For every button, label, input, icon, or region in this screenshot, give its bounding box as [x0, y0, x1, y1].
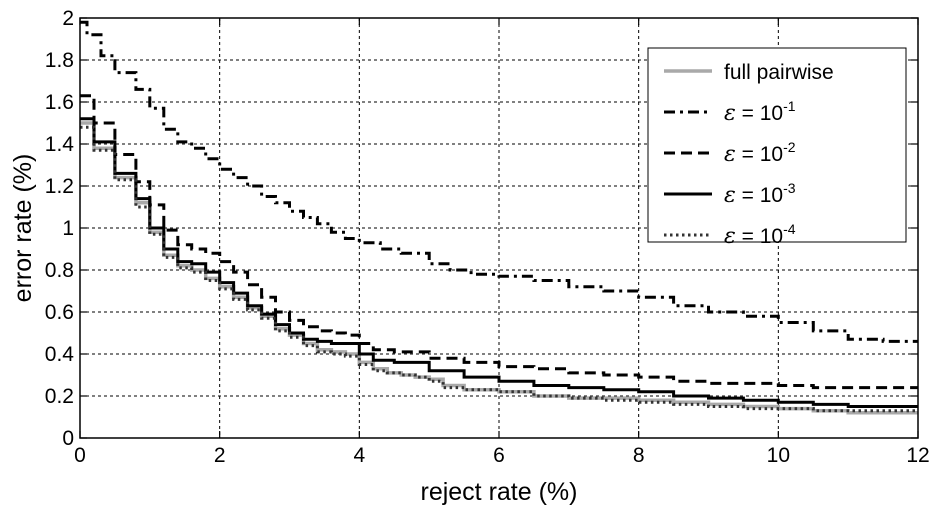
x-tick-labels: 0 2 4 6 8 10 12 — [74, 444, 930, 467]
series-line — [80, 20, 918, 343]
legend-box — [647, 47, 907, 243]
y-tick-label: 1 — [62, 217, 74, 240]
legend-text: = 10 — [736, 184, 783, 207]
legend-exponent: -1 — [783, 98, 796, 114]
y-tick-label: 0 — [62, 427, 74, 450]
legend-symbol: ε — [724, 101, 736, 126]
y-tick-label: 1.2 — [45, 175, 74, 198]
y-tick-label: 1.8 — [45, 49, 74, 72]
x-tick-label: 0 — [74, 444, 86, 467]
y-tick-labels: 0 0.2 0.4 0.6 0.8 1 1.2 1.4 1.6 1.8 2 — [45, 7, 75, 450]
legend-symbol: ε — [724, 224, 736, 249]
legend-exponent: -2 — [783, 139, 796, 155]
x-tick-label: 4 — [353, 444, 365, 467]
legend-exponent: -4 — [783, 221, 796, 237]
legend-label: ε = 10-4 — [724, 221, 796, 249]
x-tick-label: 8 — [633, 444, 645, 467]
legend-label: full pairwise — [724, 61, 834, 84]
x-tick-label: 12 — [906, 444, 929, 467]
x-tick-label: 6 — [493, 444, 505, 467]
legend-symbol: ε — [724, 142, 736, 167]
legend-text: = 10 — [736, 225, 783, 248]
series-line — [80, 117, 918, 408]
y-tick-label: 1.6 — [45, 91, 74, 114]
y-tick-label: 2 — [62, 7, 74, 30]
x-tick-label: 2 — [214, 444, 226, 467]
legend-label: ε = 10-2 — [724, 139, 796, 167]
legend-text: = 10 — [736, 143, 783, 166]
x-tick-label: 10 — [767, 444, 790, 467]
x-axis-label: reject rate (%) — [421, 478, 578, 506]
legend-exponent: -3 — [783, 180, 796, 196]
y-tick-label: 0.2 — [45, 385, 74, 408]
y-tick-label: 0.8 — [45, 259, 74, 282]
legend-label: ε = 10-3 — [724, 180, 796, 208]
y-tick-label: 0.6 — [45, 301, 74, 324]
y-tick-label: 0.4 — [45, 343, 75, 366]
series-layer — [80, 20, 918, 415]
legend-text: = 10 — [736, 102, 783, 125]
y-axis-label: error rate (%) — [9, 154, 37, 303]
axis-ticks — [79, 17, 919, 439]
legend-label: ε = 10-1 — [724, 98, 796, 126]
legend-symbol: ε — [724, 183, 736, 208]
legend-text: full pairwise — [724, 61, 834, 84]
y-tick-label: 1.4 — [45, 133, 75, 156]
